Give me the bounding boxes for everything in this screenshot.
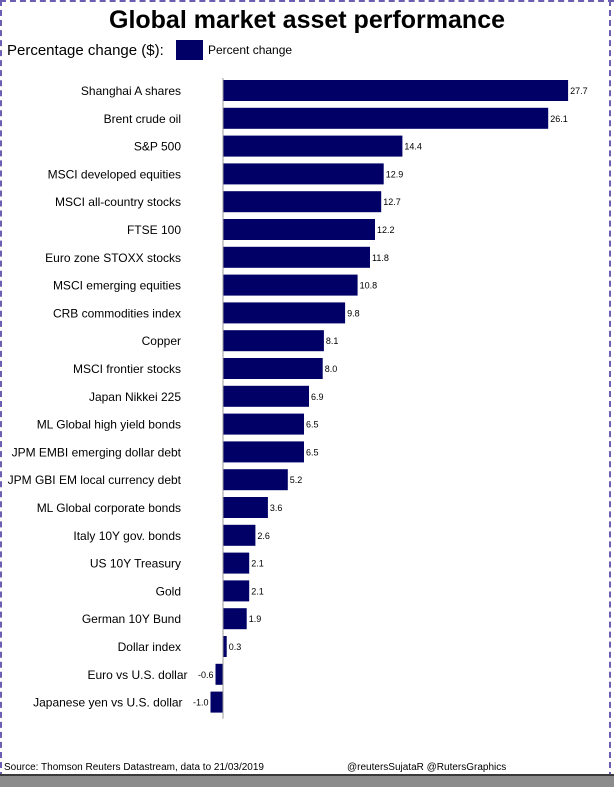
value-label: 12.2 — [377, 225, 395, 235]
category-label: Japanese yen vs U.S. dollar — [33, 696, 182, 710]
category-label: MSCI developed equities — [48, 167, 181, 181]
bar — [223, 524, 256, 546]
bar — [223, 608, 247, 630]
category-label: JPM EMBI emerging dollar debt — [12, 445, 182, 459]
bar — [223, 497, 268, 518]
category-label: Gold — [156, 584, 181, 598]
category-label: Euro zone STOXX stocks — [45, 251, 181, 265]
legend-label: Percent change — [208, 43, 293, 57]
value-label: 2.1 — [251, 559, 264, 569]
category-label: JPM GBI EM local currency debt — [8, 473, 182, 487]
bottom-scrollbar-edge — [0, 774, 614, 776]
value-label: 12.7 — [383, 197, 401, 207]
value-label: 0.3 — [229, 642, 242, 652]
value-label: 12.9 — [386, 169, 404, 179]
value-label: 11.8 — [372, 253, 389, 263]
value-label: 2.6 — [257, 531, 270, 541]
category-label: ML Global corporate bonds — [37, 501, 181, 515]
legend-swatch — [176, 40, 203, 60]
chart-title: Global market asset performance — [109, 6, 505, 34]
value-label: 14.4 — [404, 142, 422, 152]
value-label: 10.8 — [360, 281, 378, 291]
bar — [215, 663, 223, 685]
category-label: US 10Y Treasury — [90, 557, 181, 571]
frame-border-left — [0, 0, 2, 778]
bar — [223, 219, 375, 240]
bar — [223, 441, 304, 463]
bar — [223, 330, 324, 352]
category-label: Copper — [142, 334, 181, 348]
frame-border-right — [609, 0, 611, 778]
category-label: S&P 500 — [134, 140, 181, 154]
value-label: 6.9 — [311, 392, 324, 402]
bar — [223, 358, 323, 379]
category-label: MSCI all-country stocks — [55, 195, 181, 209]
value-label: 9.8 — [347, 308, 360, 318]
value-label: 2.1 — [251, 586, 264, 596]
value-label: 6.5 — [306, 420, 319, 430]
value-label: -0.6 — [198, 670, 214, 680]
bar — [223, 580, 250, 602]
value-label: 3.6 — [270, 503, 283, 513]
bar — [223, 80, 569, 101]
bar — [223, 135, 403, 157]
bar — [223, 469, 288, 491]
bar — [223, 163, 384, 185]
category-label: MSCI emerging equities — [53, 279, 181, 293]
category-label: Dollar index — [118, 640, 181, 654]
category-label: FTSE 100 — [127, 223, 181, 237]
bar — [223, 413, 304, 435]
category-label: Shanghai A shares — [81, 84, 181, 98]
category-label: Japan Nikkei 225 — [89, 390, 181, 404]
value-label: 1.9 — [249, 614, 262, 624]
value-label: 6.5 — [306, 447, 319, 457]
bar — [210, 691, 223, 713]
bar — [223, 191, 382, 213]
bar — [223, 107, 549, 129]
chart-subtitle: Percentage change ($): — [7, 42, 164, 59]
value-label: 8.1 — [326, 336, 339, 346]
category-label: Euro vs U.S. dollar — [87, 668, 187, 682]
category-label: German 10Y Bund — [82, 612, 181, 626]
frame-border-top — [0, 0, 614, 2]
bar — [223, 274, 358, 296]
value-label: 27.7 — [570, 86, 588, 96]
category-label: CRB commodities index — [53, 306, 181, 320]
bar — [223, 246, 370, 268]
value-label: 8.0 — [325, 364, 338, 374]
credit-note: @reutersSujataR @RutersGraphics — [347, 762, 507, 773]
bar — [223, 302, 346, 324]
category-label: ML Global high yield bonds — [37, 418, 181, 432]
bar — [223, 385, 309, 407]
bar — [223, 636, 227, 657]
category-label: Brent crude oil — [104, 112, 181, 126]
bottom-scrollbar[interactable] — [0, 776, 614, 787]
value-label: 5.2 — [290, 475, 303, 485]
bar — [223, 552, 250, 574]
category-label: Italy 10Y gov. bonds — [73, 529, 181, 543]
source-note: Source: Thomson Reuters Datastream, data… — [4, 762, 264, 773]
value-label: -1.0 — [193, 698, 209, 708]
value-label: 26.1 — [550, 114, 568, 124]
category-label: MSCI frontier stocks — [73, 362, 181, 376]
